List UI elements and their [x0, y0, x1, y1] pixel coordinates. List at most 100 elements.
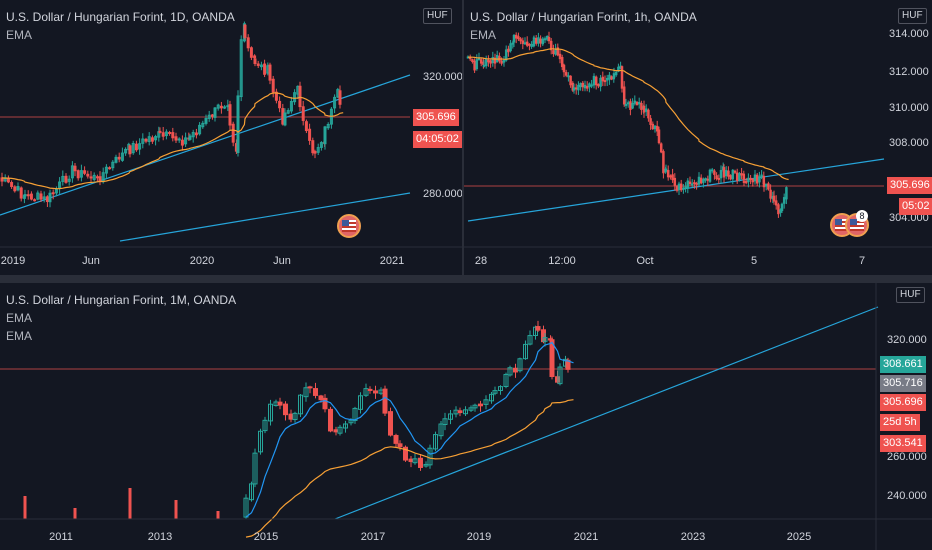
candlestick	[288, 413, 294, 420]
chart-legend: U.S. Dollar / Hungarian Forint, 1M, OAND…	[6, 291, 236, 345]
candlestick	[751, 178, 755, 183]
chart-pane-hourly[interactable]: U.S. Dollar / Hungarian Forint, 1h, OAND…	[464, 0, 932, 275]
candlestick	[785, 187, 788, 200]
candlestick	[562, 64, 566, 73]
candlestick	[108, 167, 112, 170]
candlestick	[592, 75, 596, 84]
candlestick	[408, 458, 414, 463]
candlestick	[128, 488, 132, 519]
currency-unit-label[interactable]: HUF	[423, 8, 452, 24]
candlestick	[388, 411, 393, 436]
close-price-tag: 305.716	[880, 375, 926, 392]
candlestick	[662, 151, 665, 174]
pane-divider[interactable]	[0, 275, 932, 283]
candlestick	[352, 407, 358, 421]
x-tick-label: 2011	[49, 531, 73, 543]
candlestick	[777, 204, 780, 215]
x-tick-label: 2019	[1, 255, 25, 267]
candlestick	[308, 128, 312, 141]
candlestick	[283, 112, 287, 126]
x-tick-label: 2021	[380, 255, 404, 267]
ema-slow-line	[245, 399, 574, 538]
candlestick	[216, 511, 220, 519]
candlestick	[256, 63, 260, 66]
x-tick-label: 12:00	[548, 255, 576, 267]
candlestick	[213, 107, 217, 118]
candlestick	[262, 419, 268, 432]
candlestick	[333, 96, 337, 109]
chart-canvas[interactable]: 314.000 312.000 310.000 308.000 304.000 28 12:…	[464, 0, 932, 275]
symbol-title[interactable]: U.S. Dollar / Hungarian Forint, 1M, OAND…	[6, 293, 237, 307]
candlestick	[117, 156, 121, 160]
candlestick	[601, 76, 605, 82]
candlestick	[337, 426, 343, 434]
candlestick	[33, 199, 37, 202]
currency-unit-label[interactable]: HUF	[896, 287, 925, 303]
candlestick	[475, 59, 479, 70]
pane-divider[interactable]	[462, 0, 464, 275]
us-flag-icon[interactable]	[337, 214, 361, 238]
candlestick	[774, 200, 778, 206]
candlestick	[706, 178, 710, 181]
candlestick	[298, 394, 303, 415]
candlestick	[507, 48, 510, 53]
symbol-title[interactable]: U.S. Dollar / Hungarian Forint, 1D, OAND…	[6, 10, 235, 24]
candlestick	[635, 102, 639, 106]
last-price-tag: 305.696	[880, 394, 926, 411]
candlestick	[328, 408, 333, 432]
candlestick	[246, 37, 250, 49]
candlestick	[259, 64, 263, 68]
candlestick	[92, 174, 96, 180]
candlestick	[552, 50, 555, 55]
x-tick-label: 2025	[787, 531, 811, 543]
ema-indicator-label[interactable]: EMA	[470, 28, 497, 42]
us-flag-icon[interactable]	[845, 213, 869, 237]
candlestick	[610, 76, 613, 80]
candlestick	[760, 174, 763, 177]
candlestick	[207, 114, 211, 119]
ema-indicator-label[interactable]: EMA	[6, 28, 33, 42]
candlestick	[201, 122, 205, 128]
candlestick	[557, 366, 563, 385]
candlestick	[574, 87, 578, 90]
chart-canvas[interactable]: 320.000 280.000 2019 Jun 2020 Jun 2021	[0, 0, 462, 275]
event-count-badge[interactable]: 8	[856, 210, 868, 222]
currency-unit-label[interactable]: HUF	[898, 8, 927, 24]
candlestick	[301, 106, 305, 121]
x-tick-label: 28	[475, 255, 487, 267]
candlestick	[164, 131, 168, 137]
candlestick	[249, 483, 254, 501]
candlestick	[564, 72, 568, 76]
symbol-title[interactable]: U.S. Dollar / Hungarian Forint, 1h, OAND…	[470, 10, 697, 24]
candlestick	[762, 182, 766, 188]
candlestick	[487, 59, 490, 63]
candlestick	[26, 194, 30, 197]
chart-pane-daily[interactable]: U.S. Dollar / Hungarian Forint, 1D, OAND…	[0, 0, 462, 275]
candlestick	[468, 407, 474, 411]
candlestick	[637, 102, 641, 105]
candlestick	[442, 418, 448, 425]
candlestick	[585, 86, 589, 89]
candlestick	[724, 170, 728, 177]
trend-line	[119, 192, 411, 242]
candlestick	[39, 193, 43, 200]
candlestick	[171, 132, 175, 139]
candlestick	[23, 496, 27, 519]
candlestick	[468, 57, 472, 60]
chart-pane-monthly[interactable]: U.S. Dollar / Hungarian Forint, 1M, OAND…	[0, 283, 932, 550]
chart-canvas[interactable]: 320.000 260.000 240.000 2011 2013 2015 2017 201…	[0, 283, 932, 550]
candlestick	[620, 66, 624, 89]
ema-indicator-label[interactable]: EMA	[6, 329, 33, 343]
candlestick	[263, 63, 267, 75]
candlestick	[659, 143, 663, 153]
candlestick	[471, 59, 474, 62]
candlestick	[722, 167, 726, 178]
candlestick	[311, 140, 315, 154]
ema-indicator-label[interactable]: EMA	[6, 311, 33, 325]
trend-line	[334, 306, 879, 520]
candlestick	[249, 47, 253, 58]
candlestick	[684, 186, 687, 189]
candlestick	[780, 203, 784, 212]
candlestick	[537, 37, 540, 44]
candlestick	[581, 82, 585, 88]
